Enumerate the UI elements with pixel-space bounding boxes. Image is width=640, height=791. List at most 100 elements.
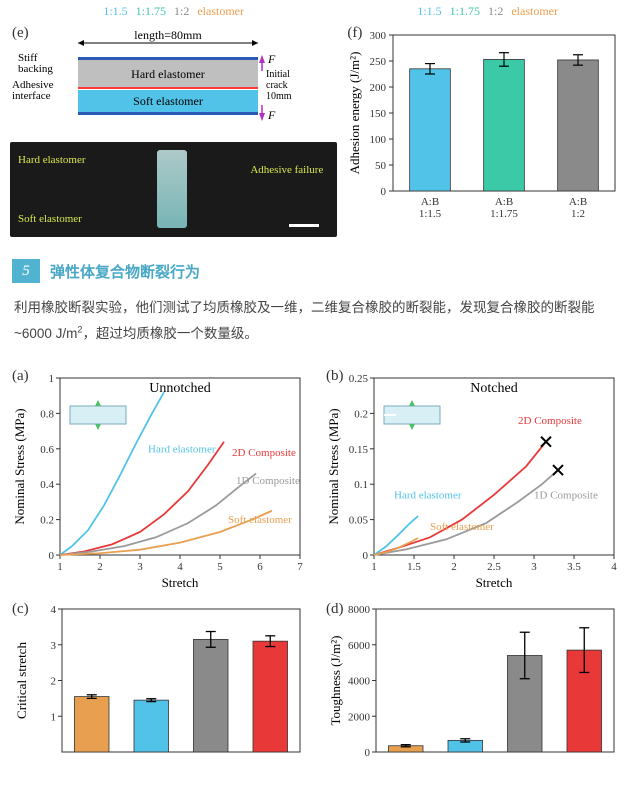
svg-text:1D Composite: 1D Composite xyxy=(534,490,598,502)
svg-text:interface: interface xyxy=(12,90,51,102)
ratio-legend-f: 1:1.51:1.751:2elastomer xyxy=(345,4,630,19)
svg-text:2: 2 xyxy=(451,561,457,573)
body-text: 利用橡胶断裂实验，他们测试了均质橡胶及一维，二维复合橡胶的断裂能，发现复合橡胶的… xyxy=(14,295,626,346)
svg-text:100: 100 xyxy=(370,134,387,146)
svg-text:Critical stretch: Critical stretch xyxy=(14,642,29,719)
svg-text:Hard elastomer: Hard elastomer xyxy=(394,490,462,502)
svg-text:F: F xyxy=(267,52,276,66)
chart-a: 123456700.20.40.60.81Hard elastomer2D Co… xyxy=(10,366,310,591)
svg-text:Adhesion energy (J/m²): Adhesion energy (J/m²) xyxy=(347,52,362,175)
svg-text:2: 2 xyxy=(97,561,103,573)
svg-text:Stretch: Stretch xyxy=(476,575,513,590)
svg-text:50: 50 xyxy=(375,160,387,172)
svg-text:5: 5 xyxy=(217,561,223,573)
panel-e: 1:1.51:1.751:2elastomer (e) length=80mmS… xyxy=(10,4,337,237)
svg-text:0: 0 xyxy=(381,186,387,198)
svg-text:Soft elastomer: Soft elastomer xyxy=(228,514,292,526)
svg-text:Hard elastomer: Hard elastomer xyxy=(148,444,216,456)
svg-text:4: 4 xyxy=(611,561,617,573)
svg-text:2000: 2000 xyxy=(348,712,371,724)
panel-label-c: (c) xyxy=(12,601,29,618)
chart-f: 050100150200250300A:B1:1.5A:B1:1.75A:B1:… xyxy=(345,23,625,233)
chart-b: 11.522.533.5400.050.10.150.20.252D Compo… xyxy=(324,366,624,591)
svg-text:backing: backing xyxy=(18,63,53,75)
schematic-e: length=80mmStiffbackingAdhesiveinterface… xyxy=(10,23,300,138)
svg-text:8000: 8000 xyxy=(348,604,371,616)
svg-text:10mm: 10mm xyxy=(266,91,292,102)
svg-text:Notched: Notched xyxy=(470,381,517,396)
svg-text:1:2: 1:2 xyxy=(571,208,585,220)
svg-text:Hard elastomer: Hard elastomer xyxy=(131,67,205,81)
svg-text:2D Composite: 2D Composite xyxy=(232,447,296,459)
svg-text:4: 4 xyxy=(51,604,57,616)
section-number: 5 xyxy=(12,259,40,283)
svg-text:1: 1 xyxy=(49,373,55,385)
svg-text:A:B: A:B xyxy=(495,196,513,208)
svg-text:A:B: A:B xyxy=(569,196,587,208)
svg-text:0.25: 0.25 xyxy=(349,373,369,385)
svg-text:A:B: A:B xyxy=(421,196,439,208)
svg-text:0.2: 0.2 xyxy=(354,409,368,421)
svg-text:0.1: 0.1 xyxy=(354,479,368,491)
panel-d: (d) 02000400060008000Toughness (J/m²) xyxy=(324,599,630,764)
svg-text:0.4: 0.4 xyxy=(40,479,54,491)
svg-text:6: 6 xyxy=(257,561,263,573)
svg-text:F: F xyxy=(267,108,276,122)
svg-text:3: 3 xyxy=(137,561,143,573)
svg-text:3: 3 xyxy=(51,640,57,652)
chart-d: 02000400060008000Toughness (J/m²) xyxy=(324,599,624,764)
svg-text:4000: 4000 xyxy=(348,676,371,688)
svg-text:4: 4 xyxy=(177,561,183,573)
scale-bar xyxy=(289,224,319,227)
panel-f: 1:1.51:1.751:2elastomer (f) 0 50 100 150 200… xyxy=(345,4,630,237)
svg-text:3: 3 xyxy=(531,561,537,573)
svg-text:0.6: 0.6 xyxy=(40,444,54,456)
panel-c: (c) 1234Critical stretch xyxy=(10,599,316,764)
svg-text:3.5: 3.5 xyxy=(567,561,581,573)
svg-text:Soft elastomer: Soft elastomer xyxy=(430,522,494,534)
fig-cd-row: (c) 1234Critical stretch (d) 02000400060… xyxy=(0,595,640,768)
svg-text:0.2: 0.2 xyxy=(40,515,54,527)
chart-c: 1234Critical stretch xyxy=(10,599,310,764)
panel-label-d: (d) xyxy=(326,601,344,618)
svg-text:Unnotched: Unnotched xyxy=(149,381,210,396)
svg-text:length=80mm: length=80mm xyxy=(134,28,202,42)
svg-text:0.15: 0.15 xyxy=(349,444,369,456)
svg-text:6000: 6000 xyxy=(348,640,371,652)
svg-text:Toughness (J/m²): Toughness (J/m²) xyxy=(328,636,343,726)
svg-text:1: 1 xyxy=(371,561,377,573)
section-title: 弹性体复合物断裂行为 xyxy=(50,261,200,282)
panel-label-e: (e) xyxy=(12,25,29,42)
svg-text:Nominal Stress (MPa): Nominal Stress (MPa) xyxy=(12,409,27,525)
section-header: 5 弹性体复合物断裂行为 xyxy=(12,259,628,283)
svg-text:crack: crack xyxy=(266,80,288,91)
svg-text:Stretch: Stretch xyxy=(162,575,199,590)
svg-text:7: 7 xyxy=(297,561,303,573)
svg-text:1:1.75: 1:1.75 xyxy=(490,208,518,220)
svg-text:0.8: 0.8 xyxy=(40,409,54,421)
fig-ef-row: 1:1.51:1.751:2elastomer (e) length=80mmS… xyxy=(0,0,640,241)
sample-strip xyxy=(157,150,187,228)
panel-label-f: (f) xyxy=(347,25,362,42)
svg-text:250: 250 xyxy=(370,56,387,68)
svg-text:1:1.5: 1:1.5 xyxy=(419,208,442,220)
panel-a: (a) 123456700.20.40.60.81Hard elastomer2… xyxy=(10,366,316,591)
svg-text:200: 200 xyxy=(370,82,387,94)
svg-text:1: 1 xyxy=(51,712,57,724)
svg-text:Soft elastomer: Soft elastomer xyxy=(133,94,203,108)
svg-text:0.05: 0.05 xyxy=(349,515,369,527)
svg-text:Nominal Stress (MPa): Nominal Stress (MPa) xyxy=(326,409,341,525)
svg-text:150: 150 xyxy=(370,108,387,120)
photo-e: Hard elastomer Soft elastomer Adhesive f… xyxy=(10,142,337,237)
svg-text:1D Composite: 1D Composite xyxy=(236,475,300,487)
svg-text:1.5: 1.5 xyxy=(407,561,421,573)
panel-label-b: (b) xyxy=(326,368,344,385)
panel-b: (b) 11.522.533.5400.050.10.150.20.252D C… xyxy=(324,366,630,591)
svg-text:300: 300 xyxy=(370,30,387,42)
panel-label-a: (a) xyxy=(12,368,29,385)
ratio-legend-e: 1:1.51:1.751:2elastomer xyxy=(10,4,337,19)
fig-ab-row: (a) 1 2 3 4 5 6 7 0 0.2 0.4 0.6 0.8 1 Hard elastomer 2… xyxy=(0,362,640,595)
svg-text:1: 1 xyxy=(57,561,63,573)
svg-text:2D Composite: 2D Composite xyxy=(518,415,582,427)
svg-text:0: 0 xyxy=(363,550,369,562)
